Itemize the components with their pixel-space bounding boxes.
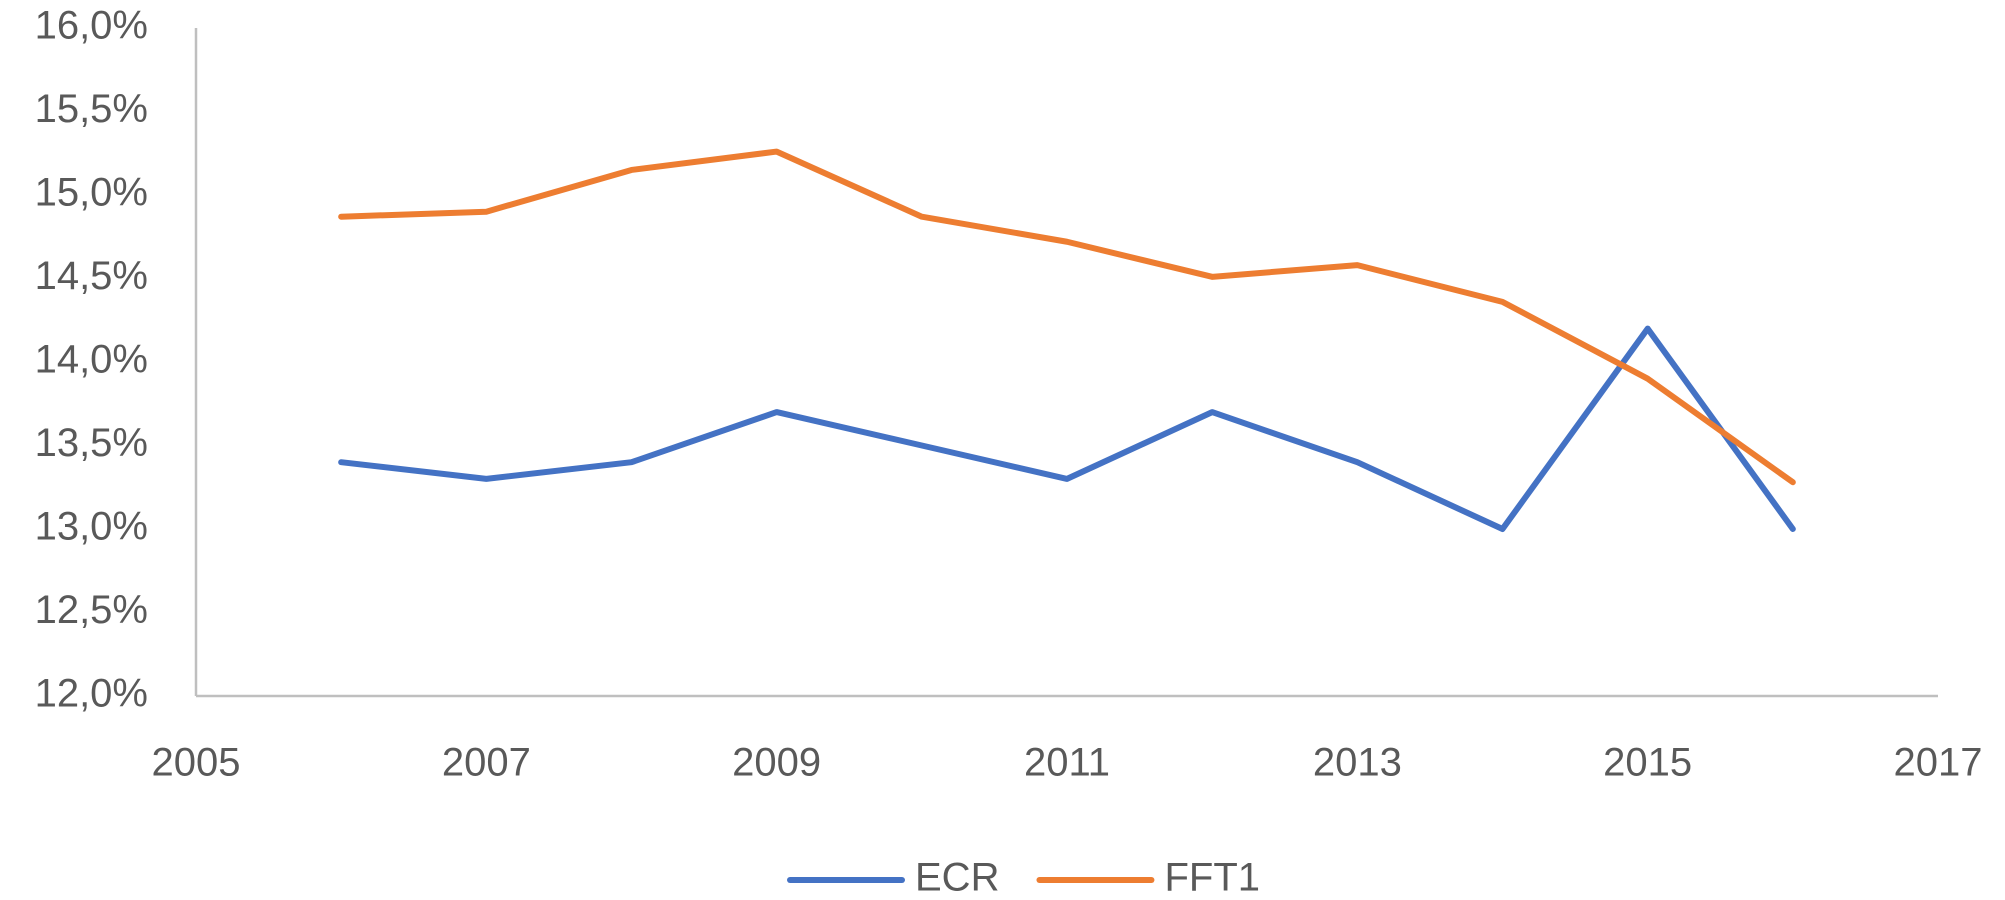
y-tick-label: 13,0% bbox=[35, 505, 148, 549]
y-tick-label: 15,5% bbox=[35, 87, 148, 131]
y-tick-label: 14,0% bbox=[35, 338, 148, 382]
x-tick-label: 2013 bbox=[1313, 741, 1402, 785]
legend-label: ECR bbox=[915, 856, 999, 900]
x-tick-label: 2017 bbox=[1894, 741, 1983, 785]
x-tick-label: 2015 bbox=[1603, 741, 1692, 785]
y-tick-label: 15,0% bbox=[35, 171, 148, 215]
y-tick-label: 16,0% bbox=[35, 4, 148, 48]
legend-label: FFT1 bbox=[1164, 856, 1260, 900]
x-tick-label: 2005 bbox=[152, 741, 241, 785]
y-tick-label: 13,5% bbox=[35, 421, 148, 465]
line-series bbox=[338, 148, 1796, 486]
y-tick-label: 14,5% bbox=[35, 254, 148, 298]
x-tick-label: 2011 bbox=[1024, 741, 1110, 785]
line-series bbox=[338, 325, 1796, 532]
x-tick-label: 2009 bbox=[732, 741, 821, 785]
x-tick-label: 2007 bbox=[442, 741, 531, 785]
y-tick-label: 12,5% bbox=[35, 588, 148, 632]
y-tick-label: 12,0% bbox=[35, 672, 148, 716]
